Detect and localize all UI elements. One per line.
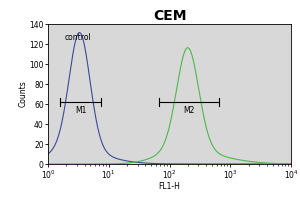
Text: M1: M1	[75, 106, 86, 115]
Text: control: control	[65, 33, 92, 42]
Title: CEM: CEM	[153, 9, 186, 23]
X-axis label: FL1-H: FL1-H	[159, 182, 180, 191]
Text: M2: M2	[183, 106, 195, 115]
Y-axis label: Counts: Counts	[19, 81, 28, 107]
